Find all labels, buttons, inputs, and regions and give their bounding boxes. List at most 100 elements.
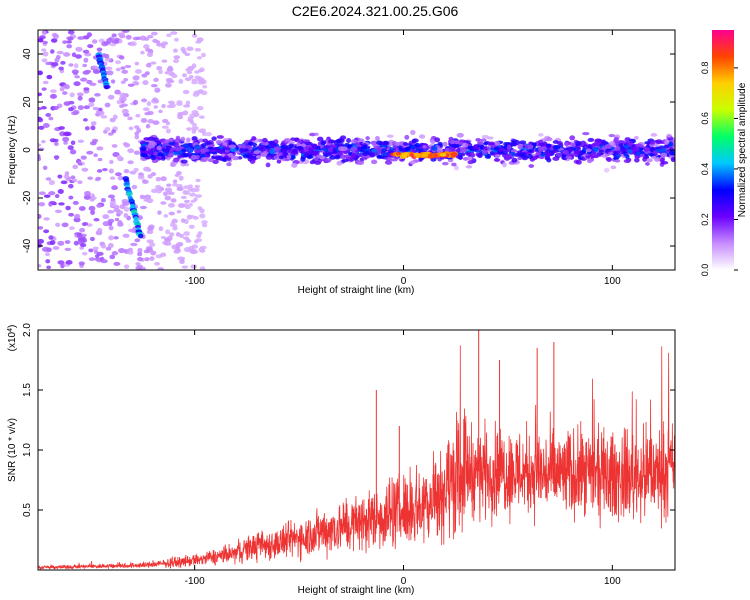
spectrogram-cell	[60, 180, 68, 185]
spectrogram-cell	[486, 136, 494, 140]
spectrogram-cell	[296, 146, 304, 150]
spectrogram-ytick-label: 20	[22, 96, 33, 108]
spectrogram-cell	[43, 194, 51, 198]
colorbar-ticks: 0.0 0.2 0.4 0.6 0.8	[700, 62, 738, 276]
spectrogram-cell	[97, 157, 103, 162]
spectrogram-cell	[100, 244, 107, 249]
spectrogram-cell	[371, 148, 378, 153]
spectrogram-cell	[167, 138, 174, 142]
spectrogram-cell	[215, 139, 223, 145]
spectrogram-cell	[488, 141, 495, 146]
spectrogram-cell	[102, 168, 108, 172]
spectrogram-cell	[253, 150, 260, 155]
spectrogram-cell	[563, 141, 569, 147]
spectrogram-cell	[165, 82, 172, 88]
spectrogram-cell	[601, 146, 608, 150]
spectrogram-cell	[168, 211, 175, 216]
spectrogram-cell	[82, 49, 90, 54]
spectrogram-cell	[291, 162, 298, 168]
spectrogram-cell	[109, 43, 117, 47]
spectrogram-cell	[154, 87, 161, 93]
spectrogram-cell	[135, 113, 141, 118]
spectrogram-cell	[140, 117, 148, 124]
spectrogram-cell	[133, 167, 139, 172]
spectrogram-cell	[87, 176, 94, 180]
spectrogram-cell	[195, 178, 201, 183]
spectrogram-cell	[274, 147, 281, 152]
spectrogram-cell	[260, 152, 268, 158]
spectrogram-cell	[68, 226, 75, 231]
spectrogram-cell	[77, 95, 83, 101]
spectrogram-cell	[120, 97, 127, 102]
spectrogram-cell	[467, 160, 474, 165]
spectrogram-cell	[182, 189, 187, 195]
spectrogram-cell	[376, 154, 383, 159]
spectrogram-cell	[573, 150, 581, 155]
spectrogram-cell	[538, 133, 544, 137]
spectrogram-cell	[380, 148, 387, 152]
spectrogram-cell	[52, 245, 60, 250]
spectrogram-cell	[70, 140, 76, 146]
spectrogram-xtick-label: -100	[185, 276, 205, 287]
spectrogram-cell	[395, 151, 402, 156]
spectrogram-cell	[211, 136, 217, 141]
spectrogram-cell	[108, 168, 114, 174]
spectrogram-cell	[80, 233, 87, 237]
spectrogram-cell	[42, 80, 49, 85]
spectrogram-cell	[334, 155, 341, 160]
spectrogram-cell	[176, 102, 183, 106]
spectrogram-cell	[165, 128, 171, 134]
spectrogram-cell	[52, 138, 59, 143]
spectrogram-cell	[142, 107, 150, 112]
spectrogram-cell	[187, 184, 194, 188]
snr-trace	[38, 330, 675, 570]
spectrogram-cell	[132, 75, 140, 81]
spectrogram-cell	[88, 257, 96, 262]
spectrogram-cell	[150, 188, 158, 193]
spectrogram-cell	[517, 156, 523, 161]
spectrogram-cell	[122, 233, 130, 238]
spectrogram-cell	[226, 162, 232, 167]
spectrogram-cell	[229, 147, 237, 153]
spectrogram-cell	[73, 217, 81, 223]
spectrogram-cell	[483, 141, 489, 146]
spectrogram-cell	[484, 155, 491, 159]
spectrogram-cell	[63, 141, 68, 145]
spectrogram-cell	[128, 126, 134, 131]
spectrogram-cell	[134, 238, 141, 243]
spectrogram-cell	[177, 153, 182, 159]
snr-xtick-label: 0	[401, 576, 407, 587]
spectrogram-cell	[204, 131, 213, 137]
spectrogram-cell	[83, 87, 90, 91]
spectrogram-cell	[63, 52, 71, 57]
spectrogram-cell	[174, 146, 182, 152]
spectrogram-cell	[38, 156, 42, 162]
spectrogram-cell	[137, 256, 144, 262]
spectrogram-cell	[180, 148, 188, 153]
spectrogram-cell	[72, 164, 78, 170]
spectrogram-cell	[207, 146, 214, 150]
spectrogram-cell	[322, 147, 329, 152]
spectrogram-cell	[430, 139, 436, 145]
spectrogram-cell	[164, 71, 170, 75]
spectrogram-cell	[384, 160, 393, 165]
spectrogram-cell	[173, 48, 178, 53]
snr-line	[38, 345, 675, 570]
spectrogram-cell	[123, 169, 130, 174]
spectrogram-cell	[180, 218, 186, 223]
spectrogram-cell	[186, 46, 194, 52]
spectrogram-cell	[114, 89, 121, 95]
spectrogram-cell	[153, 137, 159, 142]
spectrogram-cell	[175, 135, 181, 141]
spectrogram-cell	[188, 224, 195, 229]
spectrogram-cell	[452, 143, 458, 149]
spectrogram-cell	[649, 147, 655, 153]
spectrogram-cell	[190, 155, 197, 160]
spectrogram-cell	[615, 153, 621, 159]
spectrogram-cell	[375, 135, 380, 141]
spectrogram-cell	[61, 222, 69, 228]
spectrogram-cell	[118, 248, 126, 254]
spectrogram-cell	[593, 154, 599, 158]
spectrogram-cell	[65, 40, 72, 44]
spectrogram-cell	[222, 142, 228, 146]
